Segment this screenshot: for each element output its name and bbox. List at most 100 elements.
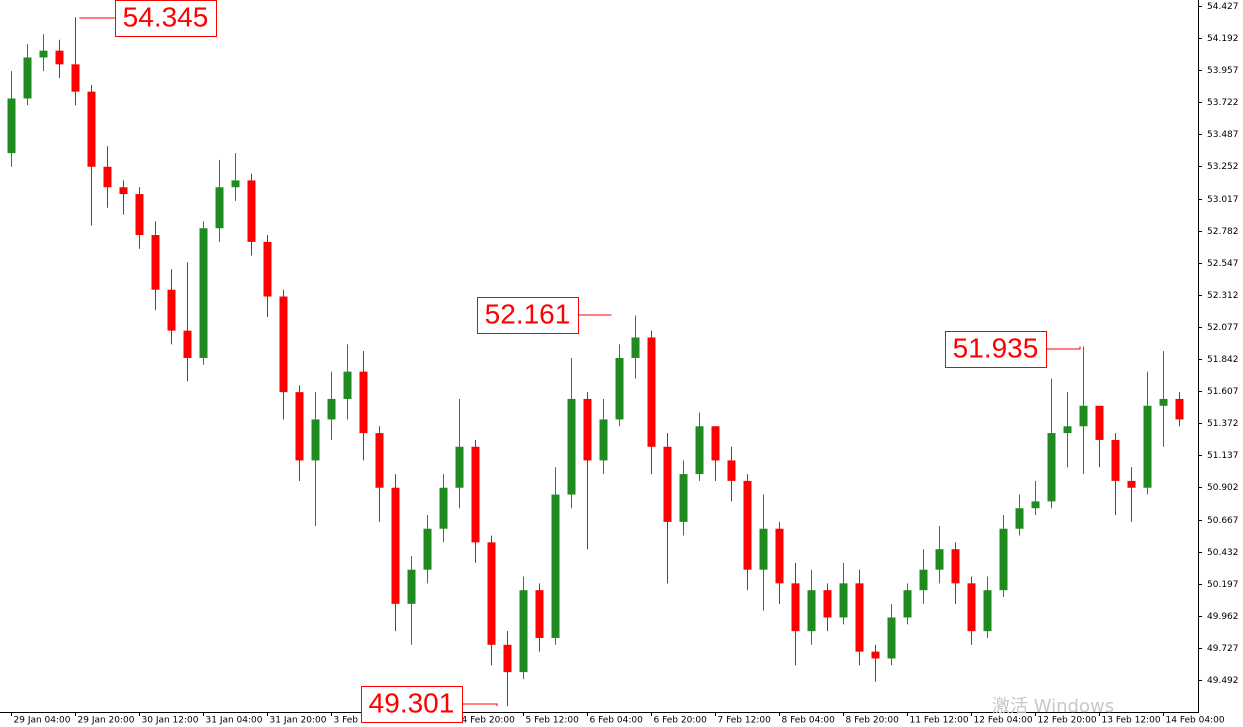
candle-body: [375, 433, 384, 488]
candle: [791, 562, 800, 666]
x-tick-label: 3 Feb 12:00: [334, 716, 388, 726]
candle: [1127, 467, 1136, 522]
candle: [903, 583, 912, 625]
candle-body: [1175, 398, 1184, 420]
candle: [343, 344, 352, 420]
y-tick-label: 54.192: [1207, 34, 1239, 44]
candle-body: [263, 241, 272, 297]
candle-body: [839, 583, 848, 618]
candle-body: [823, 590, 832, 618]
annotation-label: 54.345: [123, 1, 209, 32]
candle-body: [247, 180, 256, 242]
y-tick-label: 51.607: [1207, 387, 1239, 397]
candle-body: [631, 337, 640, 358]
annotation-box: [115, 0, 217, 37]
x-tick-label: 6 Feb 04:00: [590, 716, 644, 726]
candle: [663, 433, 672, 584]
candle-body: [775, 528, 784, 584]
candle-body: [615, 357, 624, 420]
y-tick-label: 53.487: [1207, 130, 1239, 140]
candle-body: [711, 426, 720, 461]
candle-body: [743, 480, 752, 570]
candle-body: [599, 419, 608, 461]
candle: [215, 159, 224, 242]
candle-body: [567, 398, 576, 495]
x-tick-label: 30 Jan 12:00: [142, 716, 199, 726]
y-tick-label: 54.427: [1207, 2, 1239, 12]
candle-body: [151, 235, 160, 290]
y-tick-label: 53.017: [1207, 195, 1239, 205]
candle: [55, 39, 64, 78]
x-tick-label: 7 Feb 12:00: [718, 716, 772, 726]
candle-body: [695, 426, 704, 475]
annotation-label: 49.301: [369, 687, 455, 718]
x-tick-label: 12 Feb 04:00: [974, 716, 1033, 726]
y-tick-label: 52.547: [1207, 259, 1239, 269]
candle: [455, 398, 464, 509]
candle-body: [999, 528, 1008, 591]
y-tick-label: 49.492: [1207, 676, 1239, 686]
candle-body: [679, 474, 688, 522]
candle-body: [1047, 433, 1056, 502]
candle-body: [103, 166, 112, 188]
candle-body: [343, 371, 352, 399]
candle-body: [935, 549, 944, 570]
candle: [1047, 378, 1056, 509]
candle: [1175, 392, 1184, 427]
candle-body: [967, 583, 976, 632]
candle-body: [519, 590, 528, 673]
candle: [1095, 405, 1104, 468]
x-tick-label: 6 Feb 20:00: [654, 716, 708, 726]
candle-body: [759, 528, 768, 570]
candle: [631, 315, 640, 379]
y-tick-label: 52.312: [1207, 291, 1239, 301]
candle: [823, 583, 832, 632]
candle: [199, 221, 208, 365]
candle: [183, 262, 192, 382]
candle-body: [439, 487, 448, 529]
candle-body: [551, 494, 560, 638]
candle-body: [1079, 405, 1088, 427]
candle-body: [199, 228, 208, 358]
x-tick-label: 31 Jan 20:00: [270, 716, 327, 726]
candle-body: [503, 644, 512, 673]
candle-body: [119, 187, 128, 195]
candle-body: [983, 590, 992, 632]
candle: [87, 84, 96, 226]
x-tick-label: 12 Feb 20:00: [1038, 716, 1097, 726]
annotation-leader: [462, 703, 498, 707]
candle: [711, 426, 720, 481]
candle-body: [135, 194, 144, 236]
candle: [807, 569, 816, 645]
y-tick-label: 51.137: [1207, 451, 1239, 461]
candle-body: [1015, 508, 1024, 529]
candle-body: [807, 590, 816, 632]
candle-body: [1095, 405, 1104, 440]
y-tick-label: 53.722: [1207, 98, 1239, 108]
candle: [583, 392, 592, 550]
y-tick-label: 53.252: [1207, 162, 1239, 172]
candle: [487, 535, 496, 666]
x-tick-label: 8 Feb 04:00: [782, 716, 836, 726]
candle: [919, 549, 928, 604]
candle-body: [7, 98, 16, 154]
candle-body: [727, 460, 736, 481]
candle: [871, 644, 880, 682]
candle: [983, 576, 992, 638]
candle-body: [471, 446, 480, 543]
candle: [279, 289, 288, 420]
y-tick-label: 51.372: [1207, 419, 1239, 429]
candle-body: [359, 371, 368, 434]
candle: [23, 43, 32, 106]
annotation-leader: [79, 17, 115, 19]
candle: [935, 525, 944, 584]
candle-body: [647, 337, 656, 447]
candle: [647, 330, 656, 475]
candle: [599, 398, 608, 475]
x-tick-label: 5 Feb 12:00: [526, 716, 580, 726]
candle: [1079, 346, 1088, 475]
candle-body: [535, 590, 544, 638]
candle: [519, 576, 528, 679]
candle: [1159, 351, 1168, 447]
